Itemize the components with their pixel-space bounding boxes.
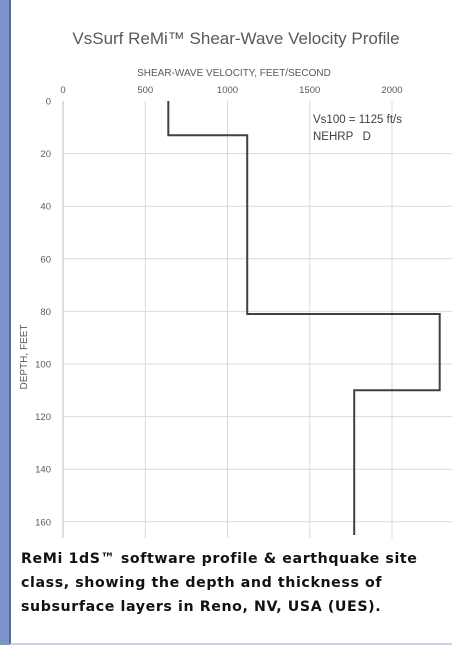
x-tick-label: 1000 — [217, 85, 238, 96]
x-axis-label: SHEAR-WAVE VELOCITY, FEET/SECOND — [137, 68, 331, 79]
x-tick-label: 1500 — [299, 85, 320, 96]
y-tick-label: 40 — [40, 202, 51, 213]
y-axis-label: DEPTH, FEET — [19, 324, 30, 389]
y-tick-label: 140 — [35, 465, 51, 476]
figure-caption: ReMi 1dS™ software profile & earthquake … — [21, 551, 418, 615]
figure-frame: VsSurf ReMi™ Shear-Wave Velocity Profile… — [9, 0, 452, 645]
y-tick-label: 60 — [40, 254, 51, 265]
annotation-nehrp: NEHRP D — [313, 131, 371, 143]
x-tick-label: 2000 — [381, 85, 402, 96]
y-tick-label: 160 — [35, 517, 51, 528]
x-tick-label: 500 — [137, 85, 153, 96]
chart-title: VsSurf ReMi™ Shear-Wave Velocity Profile — [72, 29, 399, 48]
velocity-profile-line — [167, 101, 441, 535]
y-tick-label: 20 — [40, 149, 51, 160]
x-tick-label: 0 — [60, 85, 65, 96]
velocity-profile-chart: VsSurf ReMi™ Shear-Wave Velocity Profile… — [19, 29, 452, 538]
y-tick-label: 120 — [35, 412, 51, 423]
y-tick-label: 0 — [46, 97, 51, 108]
annotation-vs100: Vs100 = 1125 ft/s — [313, 114, 402, 126]
chart-area: VsSurf ReMi™ Shear-Wave Velocity Profile… — [11, 0, 452, 538]
y-tick-label: 80 — [40, 307, 51, 318]
y-tick-label: 100 — [35, 360, 51, 371]
